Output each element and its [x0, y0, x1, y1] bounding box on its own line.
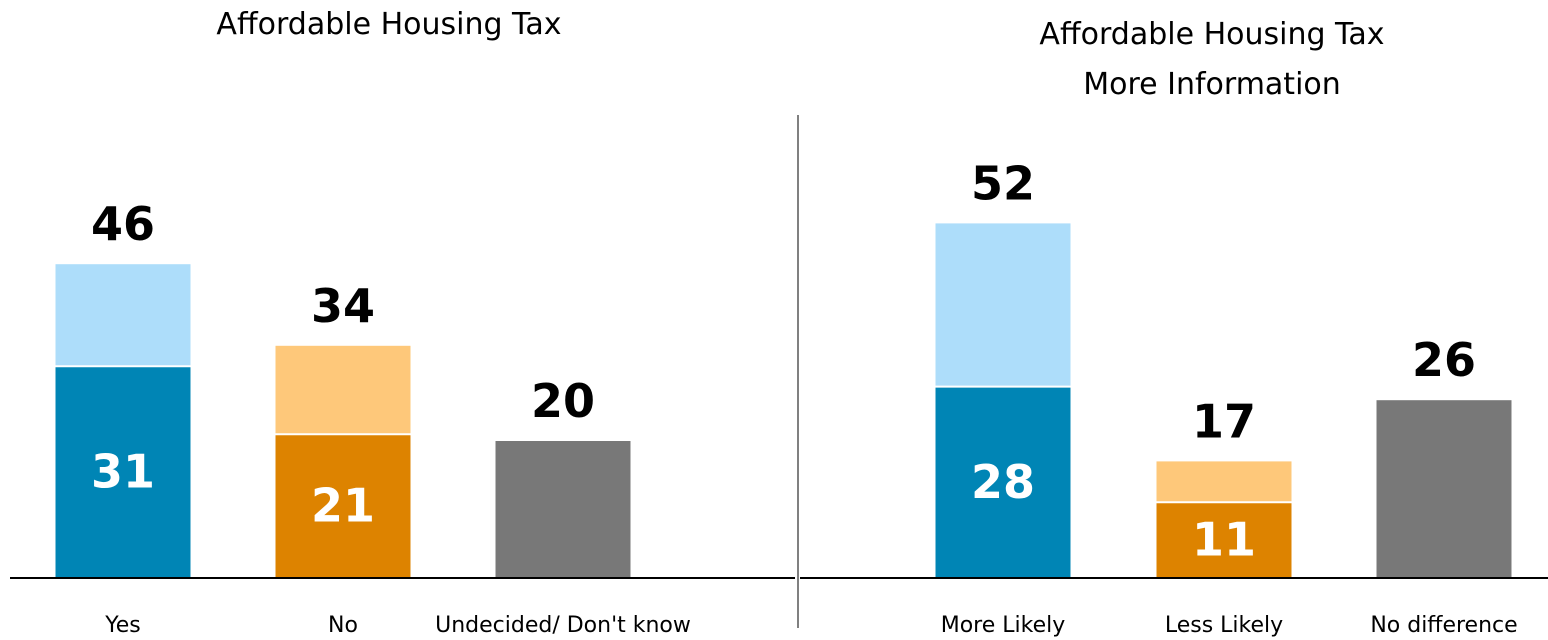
right-less-likely-bar-segment-strong [1156, 502, 1292, 577]
right-less-likely-total-label: 17 [1192, 394, 1256, 448]
right-more-likely-inner-label: 28 [971, 455, 1035, 509]
right-less-likely-bar-segment-soft [1156, 461, 1292, 503]
category-label-no-difference: No difference [1370, 613, 1517, 638]
chart-right-bars: 28 52 11 17 26 [935, 156, 1512, 577]
right-more-likely-bar-segment-soft [935, 223, 1071, 387]
category-label-undecided: Undecided/ Don't know [435, 613, 691, 638]
chart-left: Affordable Housing Tax 31 46 21 34 20 Yes No… [10, 7, 795, 638]
chart-right-title-line2: More Information [1083, 67, 1341, 102]
right-more-likely-bar-segment-strong [935, 386, 1071, 577]
category-label-more-likely: More Likely [941, 613, 1066, 638]
chart-left-bars: 31 46 21 34 20 [55, 197, 631, 577]
category-label-yes: Yes [104, 613, 141, 638]
left-yes-bar-segment-strong [55, 366, 191, 577]
left-undecided-don-t-know-total-label: 20 [531, 374, 595, 428]
left-yes-bar-segment-soft [55, 264, 191, 367]
category-label-less-likely: Less Likely [1165, 613, 1283, 638]
right-no-difference-bar [1376, 400, 1512, 577]
left-yes-inner-label: 31 [91, 445, 155, 499]
left-yes-total-label: 46 [91, 197, 155, 251]
left-undecided-don-t-know-bar [495, 441, 631, 577]
right-more-likely-total-label: 52 [971, 156, 1035, 210]
right-no-difference-total-label: 26 [1412, 333, 1476, 387]
left-no-bar-segment-soft [275, 345, 411, 435]
left-no-total-label: 34 [311, 279, 375, 333]
category-label-no: No [328, 613, 358, 638]
right-less-likely-inner-label: 11 [1192, 513, 1256, 567]
chart-left-title: Affordable Housing Tax [216, 7, 561, 42]
chart-right-title-line1: Affordable Housing Tax [1039, 17, 1384, 52]
left-no-bar-segment-strong [275, 434, 411, 577]
left-no-inner-label: 21 [311, 479, 375, 533]
chart-right: Affordable Housing Tax More Information … [800, 17, 1548, 638]
